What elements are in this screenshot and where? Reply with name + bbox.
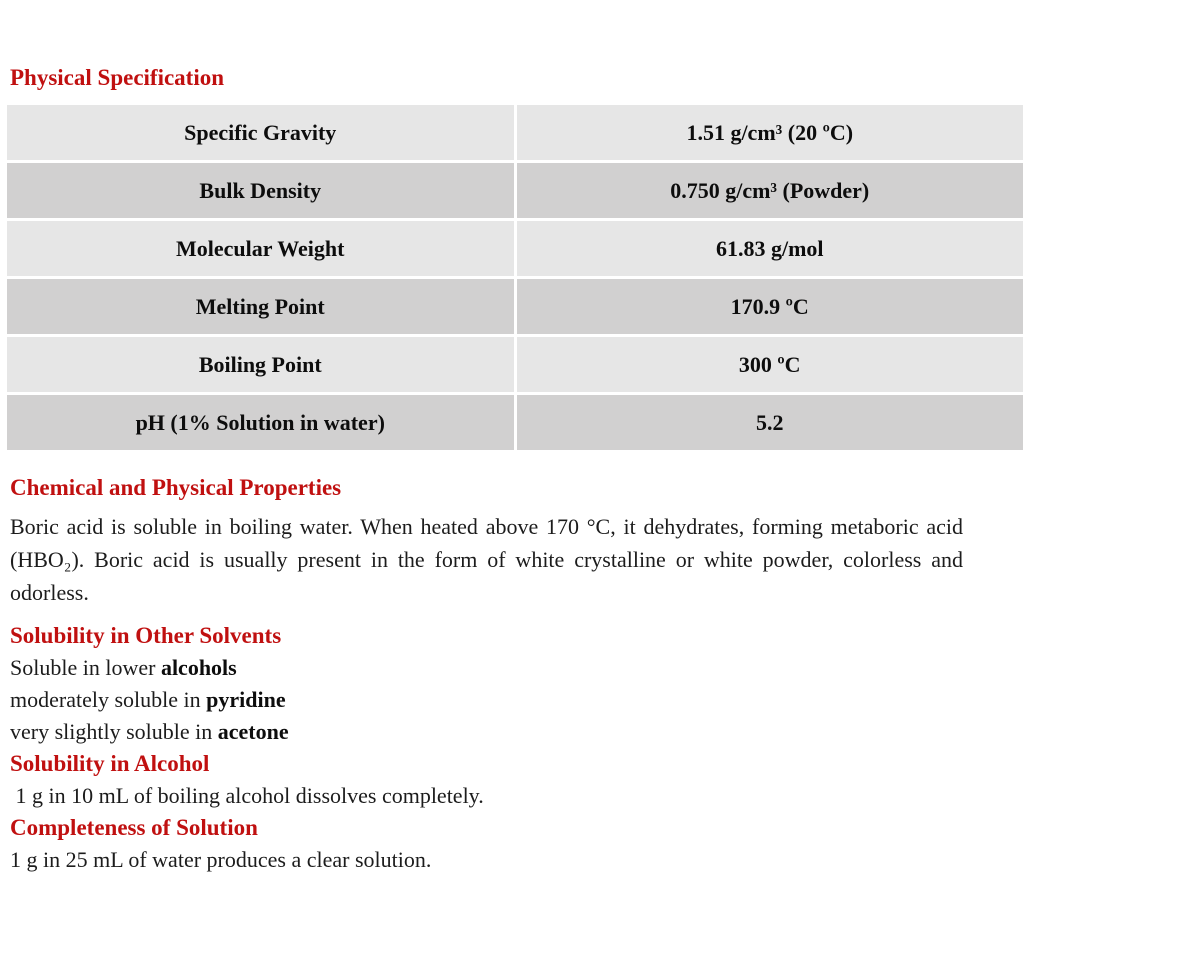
chemical-properties-paragraph: Boric acid is soluble in boiling water. … [10, 514, 963, 605]
table-cell-property: Boiling Point [7, 337, 514, 392]
table-cell-property: Melting Point [7, 279, 514, 334]
physical-specification-table: Specific Gravity 1.51 g/cm³ (20 ºC) Bulk… [4, 102, 1026, 453]
table-row: Molecular Weight 61.83 g/mol [7, 221, 1023, 276]
table-cell-property: pH (1% Solution in water) [7, 395, 514, 450]
table-cell-value: 170.9 ºC [516, 279, 1023, 334]
table-row: Boiling Point 300 ºC [7, 337, 1023, 392]
section-heading-chemical-physical-properties: Chemical and Physical Properties [10, 475, 342, 500]
solubility-line-prefix: Soluble in lower [10, 655, 161, 680]
solubility-alcohol-line: 1 g in 10 mL of boiling alcohol dissolve… [10, 783, 484, 808]
table-cell-property: Bulk Density [7, 163, 514, 218]
table-cell-value: 300 ºC [516, 337, 1023, 392]
table-cell-value: 1.51 g/cm³ (20 ºC) [516, 105, 1023, 160]
solubility-line-keyword: pyridine [206, 687, 286, 712]
table-row: pH (1% Solution in water) 5.2 [7, 395, 1023, 450]
section-heading-solubility-in-alcohol: Solubility in Alcohol [10, 751, 210, 776]
completeness-of-solution-line: 1 g in 25 mL of water produces a clear s… [10, 847, 432, 872]
document-page: Physical Specification Specific Gravity … [4, 65, 1200, 872]
table-row: Bulk Density 0.750 g/cm³ (Powder) [7, 163, 1023, 218]
solubility-line-keyword: alcohols [160, 655, 237, 680]
table-cell-value: 5.2 [516, 395, 1023, 450]
section-heading-physical-specification: Physical Specification [10, 65, 225, 90]
solubility-line-pyridine: moderately soluble in pyridine [10, 684, 1200, 716]
table-row: Specific Gravity 1.51 g/cm³ (20 ºC) [7, 105, 1023, 160]
section-heading-solubility-other-solvents: Solubility in Other Solvents [10, 623, 282, 648]
table-cell-property: Molecular Weight [7, 221, 514, 276]
table-cell-value: 61.83 g/mol [516, 221, 1023, 276]
solubility-line-acetone: very slightly soluble in acetone [10, 716, 1200, 748]
table-cell-property: Specific Gravity [7, 105, 514, 160]
table-row: Melting Point 170.9 ºC [7, 279, 1023, 334]
solubility-line-keyword: acetone [217, 719, 289, 744]
solubility-line-alcohols: Soluble in lower alcohols [10, 652, 1200, 684]
solubility-line-prefix: moderately soluble in [10, 687, 207, 712]
solubility-line-prefix: very slightly soluble in [10, 719, 218, 744]
table-cell-value: 0.750 g/cm³ (Powder) [516, 163, 1023, 218]
section-heading-completeness-of-solution: Completeness of Solution [10, 815, 258, 840]
